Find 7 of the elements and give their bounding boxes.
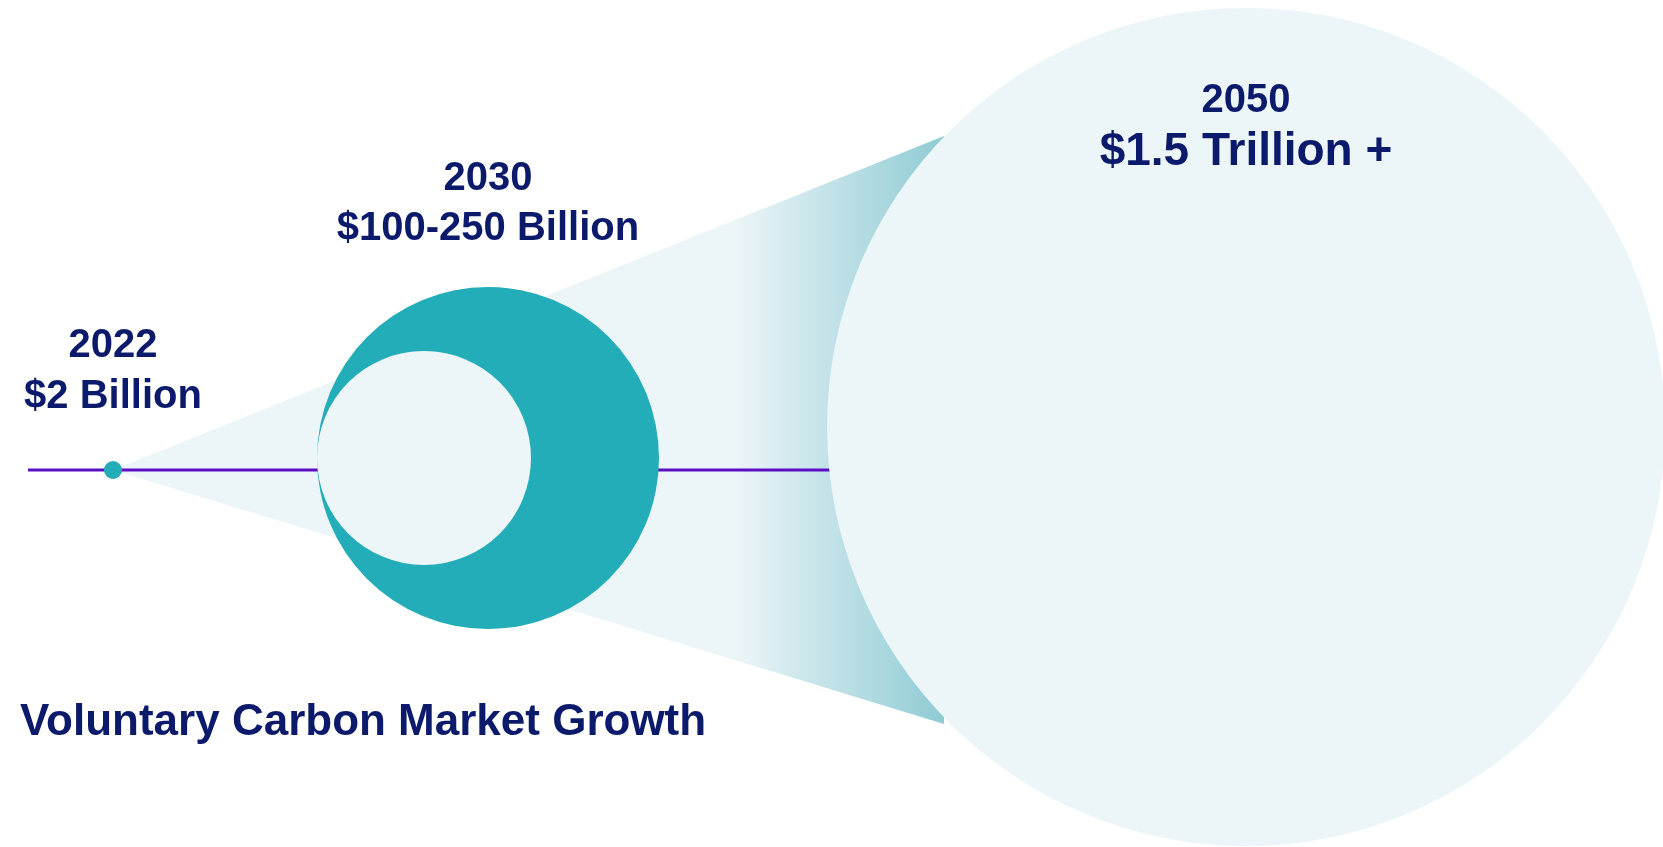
category-label: 2030 bbox=[443, 154, 533, 198]
data-label: $1.5 Trillion + bbox=[1099, 123, 1393, 175]
data-label: $2 Billion bbox=[24, 372, 202, 416]
data-label: $100-250 Billion bbox=[336, 204, 640, 248]
category-label: 2050 bbox=[1201, 76, 1291, 120]
text: Voluntary Carbon Market Growth bbox=[20, 695, 707, 744]
category-label: 2022 bbox=[68, 321, 158, 365]
